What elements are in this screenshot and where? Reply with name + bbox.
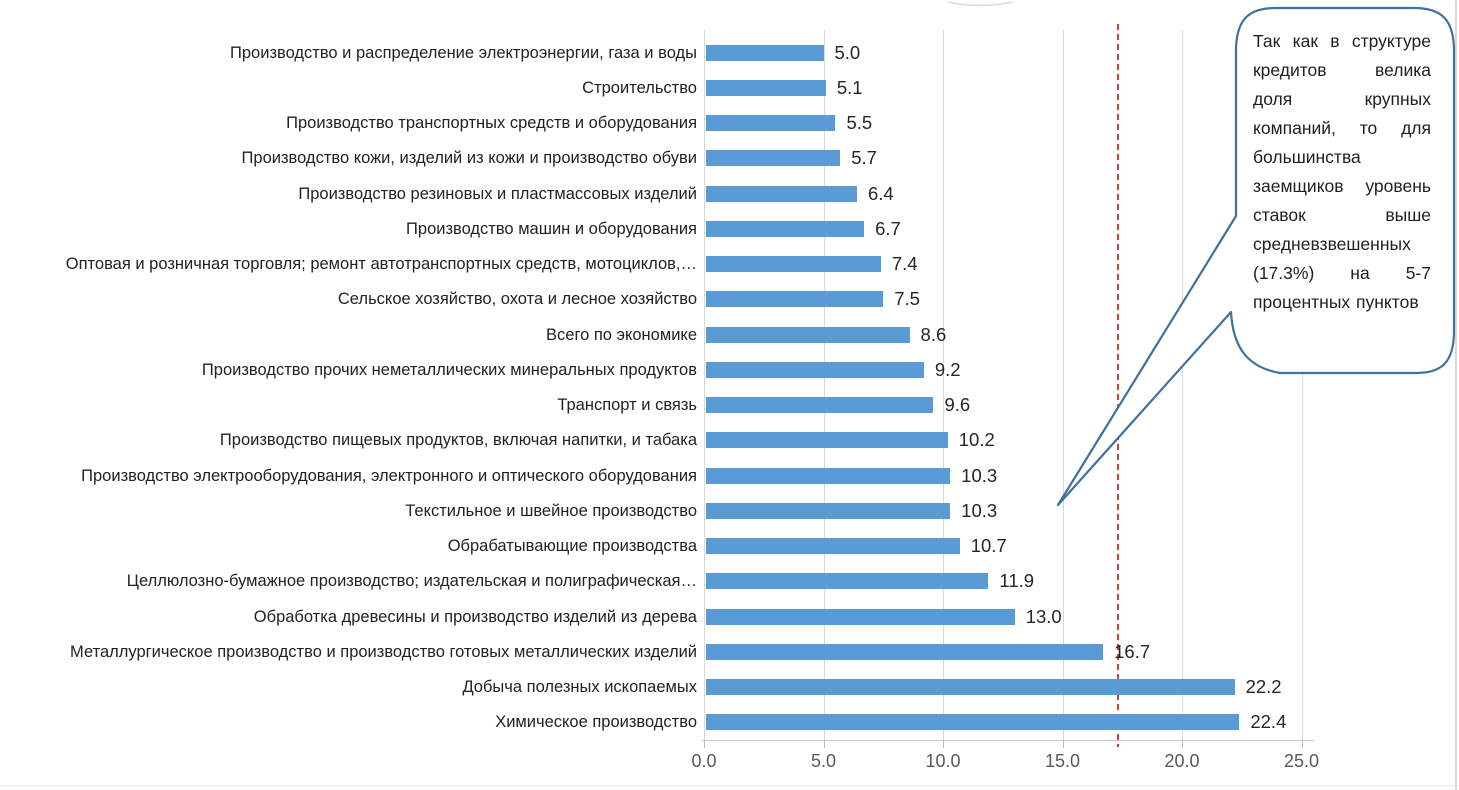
value-label: 8.6 (920, 323, 947, 345)
x-axis-tick (1182, 740, 1183, 748)
bar (706, 256, 881, 273)
bar (706, 432, 948, 449)
bar (706, 185, 857, 202)
value-label: 7.5 (894, 288, 920, 310)
bar (706, 361, 924, 378)
category-label: Производство кожи, изделий из кожи и про… (241, 149, 697, 168)
gridline (823, 30, 825, 740)
value-label: 6.7 (875, 217, 901, 239)
category-label: Добыча полезных ископаемых (462, 678, 697, 697)
category-label: Целлюлозно-бумажное производство; издате… (126, 572, 697, 591)
bar (706, 150, 841, 167)
cropped-artifact-arc (947, 1, 1014, 7)
category-label: Производство машин и оборудования (406, 219, 697, 238)
category-label: Сельское хозяйство, охота и лесное хозяй… (337, 290, 697, 309)
bar (706, 115, 836, 132)
x-axis-tick-label: 20.0 (1164, 751, 1200, 771)
category-label: Всего по экономике (546, 325, 697, 344)
chart-frame-right-border (1455, 0, 1457, 790)
reference-line-dashed (1117, 24, 1120, 747)
value-label: 10.3 (961, 464, 998, 486)
x-axis-tick-label: 0.0 (691, 751, 717, 771)
bar (706, 79, 826, 96)
x-axis-tick (823, 740, 825, 748)
bar (706, 502, 951, 519)
value-label: 10.2 (958, 429, 995, 451)
value-label: 5.7 (851, 147, 877, 169)
value-label: 5.5 (846, 112, 873, 134)
x-axis-tick-label: 5.0 (810, 751, 837, 771)
bar (706, 573, 989, 590)
value-label: 5.1 (836, 76, 863, 98)
x-axis-tick-label: 25.0 (1283, 751, 1320, 771)
x-axis-tick (943, 740, 944, 748)
callout-text: Так как в структуре кредитов велика доля… (1253, 31, 1431, 312)
x-axis-tick-label: 10.0 (925, 751, 961, 771)
x-axis-line (702, 740, 1314, 741)
bar (706, 397, 934, 414)
x-axis-tick (704, 740, 705, 748)
category-label: Производство прочих неметаллических мине… (201, 360, 697, 379)
value-label: 11.9 (999, 570, 1035, 592)
x-axis-tick-label: 15.0 (1044, 751, 1081, 771)
category-label: Производство резиновых и пластмассовых и… (298, 184, 697, 203)
category-label: Обработка древесины и производство издел… (253, 607, 697, 626)
bar (706, 679, 1235, 696)
bar (706, 220, 865, 237)
value-label: 5.0 (834, 41, 861, 63)
value-label: 10.3 (961, 499, 998, 521)
bar (706, 326, 910, 343)
gridline (943, 30, 944, 740)
category-label: Химическое производство (495, 713, 697, 732)
value-label: 16.7 (1114, 640, 1151, 662)
value-label: 9.2 (934, 358, 961, 380)
category-label: Обрабатывающие производства (447, 537, 697, 556)
gridline (704, 30, 705, 740)
bar (706, 467, 951, 484)
x-axis-tick (1062, 740, 1064, 748)
category-label: Текстильное и швейное производство (405, 501, 697, 520)
x-axis-tick (1301, 740, 1303, 748)
value-label: 6.4 (867, 182, 894, 204)
category-label: Транспорт и связь (557, 396, 697, 415)
value-label: 13.0 (1025, 605, 1062, 627)
category-label: Производство и распределение электроэнер… (230, 43, 697, 62)
bar (706, 538, 960, 555)
chart-frame-bottom-border (0, 785, 1459, 786)
bar (706, 608, 1015, 625)
category-label: Производство пищевых продуктов, включая … (219, 431, 697, 450)
gridline (1062, 30, 1064, 740)
bar (706, 714, 1240, 731)
value-label: 10.7 (970, 535, 1007, 557)
category-label: Оптовая и розничная торговля; ремонт авт… (65, 255, 697, 274)
category-label: Производство электрооборудования, электр… (81, 466, 697, 485)
bar (706, 643, 1104, 660)
value-label: 7.4 (891, 253, 918, 275)
value-label: 22.2 (1245, 676, 1282, 698)
gridline (1182, 30, 1183, 740)
value-label: 9.6 (944, 394, 971, 416)
category-label: Строительство (582, 78, 697, 97)
category-label: Производство транспортных средств и обор… (286, 114, 697, 133)
category-label: Металлургическое производство и производ… (70, 642, 697, 661)
bar (706, 44, 824, 61)
bar (706, 291, 884, 308)
value-label: 22.4 (1250, 711, 1287, 733)
